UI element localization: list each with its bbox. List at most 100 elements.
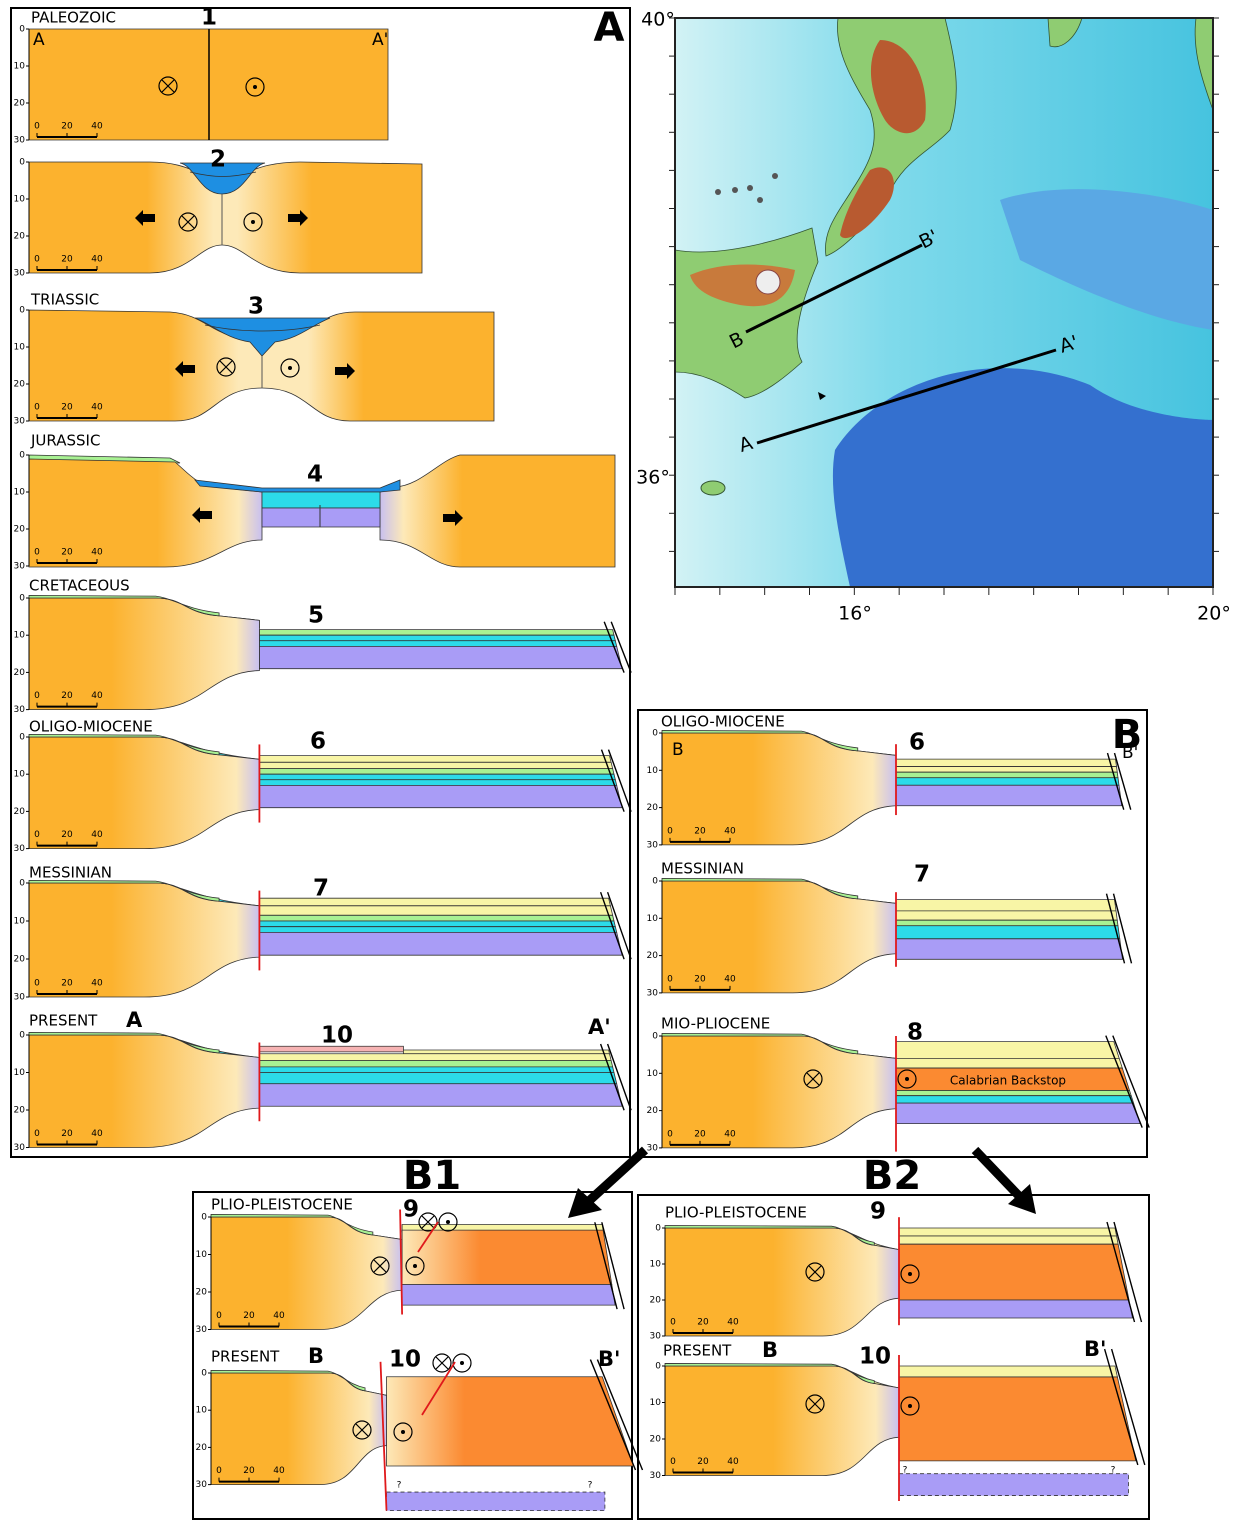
- platform: [661, 1032, 859, 1055]
- profile-line: [745, 243, 923, 334]
- symbol-dot: [908, 1272, 912, 1276]
- scale-tick-label: 0: [34, 548, 40, 558]
- stage-number: 9: [870, 1199, 886, 1225]
- stage-number: 1: [201, 5, 217, 31]
- scale-tick-label: 40: [91, 403, 103, 413]
- stage-number: 4: [307, 462, 323, 488]
- depth-tick-label: 0: [19, 879, 25, 889]
- into-page-symbol: [352, 1420, 372, 1440]
- stage-number: 7: [313, 876, 329, 902]
- layer: [259, 905, 614, 916]
- section-break: [1112, 893, 1133, 964]
- scale-tick-label: 20: [694, 1129, 706, 1139]
- depth-tick-label: 10: [14, 62, 26, 72]
- depth-tick-label: 20: [647, 803, 659, 813]
- symbol-cross: [181, 215, 195, 229]
- scale-tick-label: 40: [727, 1318, 739, 1328]
- depth-tick-label: 30: [14, 1143, 26, 1153]
- depth-tick-label: 20: [14, 1106, 26, 1116]
- profile-label: A: [736, 432, 755, 457]
- layer: [895, 938, 1123, 960]
- era-label: PRESENT: [29, 1012, 98, 1030]
- out-of-page-symbol: [897, 1069, 917, 1089]
- layer: [386, 1376, 635, 1467]
- scale-tick-label: 40: [91, 255, 103, 265]
- depth-tick-label: 20: [650, 1435, 662, 1445]
- stage-number: 6: [909, 730, 925, 756]
- stage-number: 10: [389, 1347, 421, 1373]
- unknown-label: ?: [397, 1481, 402, 1491]
- depth-tick-label: 10: [650, 1260, 662, 1270]
- out-of-page-symbol: [900, 1396, 920, 1416]
- depth-tick-label: 10: [647, 1069, 659, 1079]
- era-label: MIO-PLIOCENE: [661, 1015, 770, 1033]
- layer: [386, 1491, 606, 1512]
- era-label: PLIO-PLEISTOCENE: [665, 1204, 807, 1222]
- out-of-page-symbol: [900, 1264, 920, 1284]
- stage-number: 7: [914, 862, 930, 888]
- layer: [895, 899, 1117, 912]
- era-label: PALEOZOIC: [31, 9, 116, 27]
- depth-tick-label: 10: [14, 770, 26, 780]
- section-break: [610, 621, 632, 673]
- symbol-dot: [251, 220, 255, 224]
- layer: [403, 1049, 611, 1055]
- depth-tick-label: 0: [19, 451, 25, 461]
- section-end-label: B': [598, 1347, 620, 1371]
- relief: [870, 40, 926, 134]
- symbol-dot: [460, 1361, 464, 1365]
- stage-number: 5: [308, 603, 324, 629]
- arrow-head: [568, 1188, 602, 1218]
- out-of-page-symbol: [245, 77, 265, 97]
- scale-tick-label: 0: [216, 1466, 222, 1476]
- section-break: [1106, 1221, 1136, 1323]
- latitude-label: 40°: [641, 9, 675, 31]
- depth-tick-label: 30: [14, 417, 26, 427]
- latitude-label: 36°: [636, 467, 670, 489]
- depth-tick-label: 20: [647, 951, 659, 961]
- layer: [401, 1229, 613, 1285]
- scale-tick-label: 0: [34, 122, 40, 132]
- symbol-dot: [401, 1430, 405, 1434]
- scale-tick-label: 0: [34, 830, 40, 840]
- island: [772, 173, 778, 179]
- depth-tick-label: 20: [14, 807, 26, 817]
- layer: [895, 910, 1118, 921]
- layer: [259, 914, 615, 922]
- section-break: [606, 1043, 632, 1111]
- thrust: [421, 1361, 456, 1416]
- depth-tick-label: 0: [652, 877, 658, 887]
- section-break: [1105, 893, 1126, 964]
- depth-tick-label: 0: [655, 1362, 661, 1372]
- section-break: [599, 1043, 625, 1111]
- scale-tick-label: 40: [724, 826, 736, 836]
- era-label: MESSINIAN: [661, 860, 744, 878]
- scale-tick-label: 20: [243, 1466, 255, 1476]
- layer: [895, 784, 1123, 807]
- depth-tick-label: 10: [14, 343, 26, 353]
- depth-tick-label: 10: [14, 1068, 26, 1078]
- panel-b1-frame: [192, 1191, 633, 1520]
- scale-tick-label: 40: [91, 979, 103, 989]
- depth-tick-label: 10: [647, 914, 659, 924]
- out-of-page-symbol: [280, 358, 300, 378]
- depth-tick-label: 20: [14, 668, 26, 678]
- depth-tick-label: 0: [655, 1224, 661, 1234]
- scale-tick-label: 20: [61, 255, 73, 265]
- depth-tick-label: 10: [14, 195, 26, 205]
- depth-tick-label: 20: [14, 955, 26, 965]
- scale-tick-label: 40: [273, 1466, 285, 1476]
- arrow-shaft: [586, 1146, 649, 1204]
- layer: [898, 1473, 1129, 1496]
- era-label: OLIGO-MIOCENE: [661, 713, 785, 731]
- arrows: [568, 1146, 1036, 1218]
- island: [715, 189, 721, 195]
- depth-tick-label: 0: [652, 1032, 658, 1042]
- arrow-head: [1008, 1184, 1036, 1214]
- platform: [210, 1213, 374, 1236]
- depth-tick-label: 10: [14, 488, 26, 498]
- depth-tick-label: 0: [19, 594, 25, 604]
- scale-tick-label: 0: [670, 1318, 676, 1328]
- stage-number: 6: [310, 729, 326, 755]
